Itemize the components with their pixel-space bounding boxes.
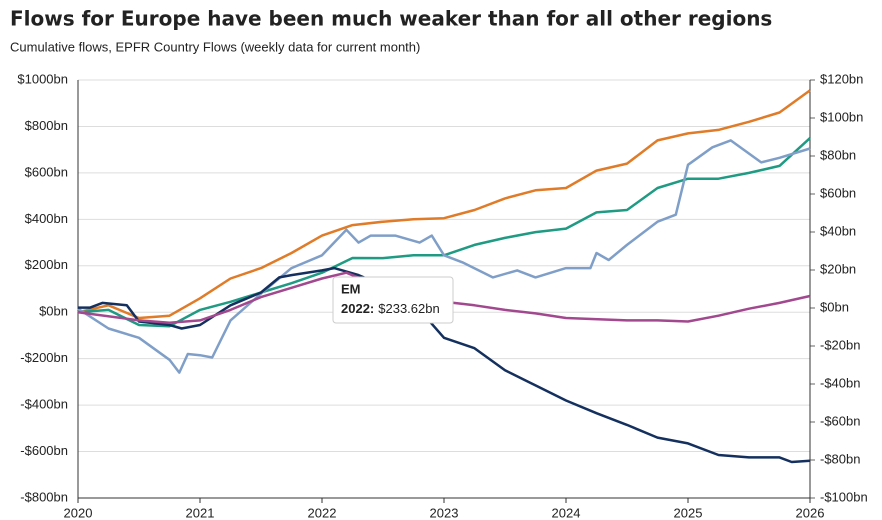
tooltip-x: 2022: <box>341 301 374 316</box>
y2-tick-label: $40bn <box>820 223 856 238</box>
line-series <box>77 139 811 374</box>
y2-tick-label: $100bn <box>820 109 863 124</box>
y-tick-label: -$800bn <box>20 489 68 504</box>
y2-tick-label: $120bn <box>820 71 863 86</box>
y2-tick-label: -$40bn <box>820 375 860 390</box>
y2-tick-label: $60bn <box>820 185 856 200</box>
y2-tick-label: -$100bn <box>820 489 868 504</box>
y2-tick-label: -$60bn <box>820 413 860 428</box>
y2-tick-label: -$80bn <box>820 451 860 466</box>
y2-tick-label: $80bn <box>820 147 856 162</box>
line-series <box>77 89 811 320</box>
x-tick-label: 2020 <box>64 505 93 520</box>
chart-subtitle: Cumulative flows, EPFR Country Flows (we… <box>10 39 420 54</box>
tooltip-box <box>332 276 454 324</box>
x-tick-label: 2023 <box>430 505 459 520</box>
y-tick-label: -$200bn <box>20 350 68 365</box>
x-tick-label: 2021 <box>186 505 215 520</box>
y-tick-label: $200bn <box>25 257 68 272</box>
x-tick-label: 2026 <box>796 505 825 520</box>
y-tick-label: -$600bn <box>20 443 68 458</box>
tooltip-value-label: $233.62bn <box>378 301 439 316</box>
chart-title: Flows for Europe have been much weaker t… <box>10 7 772 31</box>
x-tick-label: 2022 <box>308 505 337 520</box>
y2-tick-label: $20bn <box>820 261 856 276</box>
tooltip-name: EM <box>341 281 361 296</box>
y-tick-label: $0bn <box>39 304 68 319</box>
x-tick-label: 2025 <box>674 505 703 520</box>
tooltip: EM 2022: $233.62bn <box>332 276 454 324</box>
x-tick-label: 2024 <box>552 505 581 520</box>
y-tick-label: $400bn <box>25 211 68 226</box>
y-tick-label: -$400bn <box>20 397 68 412</box>
tooltip-value: 2022: $233.62bn <box>341 301 440 316</box>
y2-tick-label: $0bn <box>820 299 849 314</box>
y-tick-label: $1000bn <box>17 71 68 86</box>
y-tick-label: $800bn <box>25 118 68 133</box>
y2-tick-label: -$20bn <box>820 337 860 352</box>
y-tick-label: $600bn <box>25 164 68 179</box>
line-series <box>77 271 811 324</box>
